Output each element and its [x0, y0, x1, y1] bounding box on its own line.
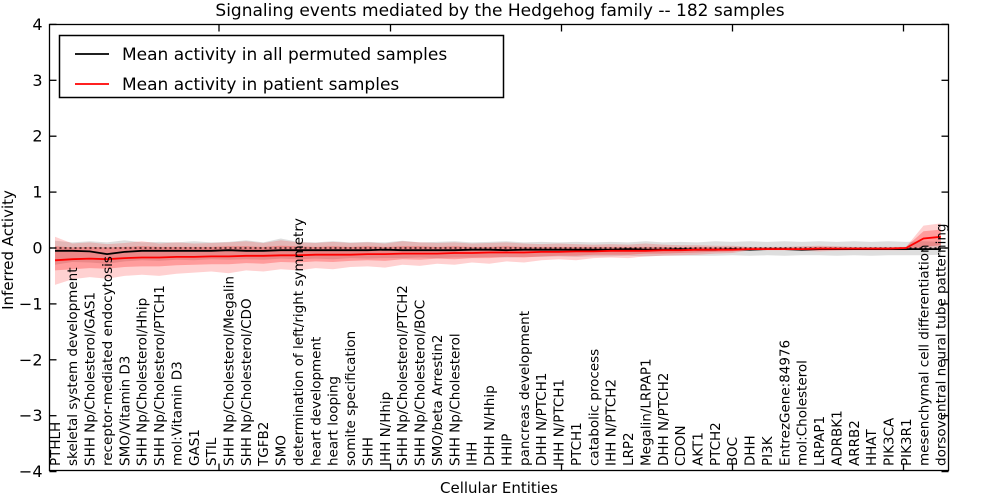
- category-label: IHH N/Hhip: [378, 392, 394, 466]
- category-label: DHH N/PTCH2: [656, 373, 672, 466]
- category-label: DHH: [743, 435, 759, 466]
- legend-permuted-label: Mean activity in all permuted samples: [122, 45, 447, 65]
- category-label: SHH Np/Cholesterol/GAS1: [83, 292, 99, 466]
- category-label: TGFB2: [256, 422, 272, 467]
- category-label: LRPAP1: [812, 416, 828, 466]
- y-tick-label: 3: [32, 71, 42, 90]
- category-label: LRP2: [621, 432, 637, 466]
- category-label: mol:Vitamin D3: [169, 361, 185, 466]
- category-label: SMO/beta Arrestin2: [430, 335, 446, 466]
- category-label: ARRB2: [847, 420, 863, 466]
- confidence-bands: [55, 223, 941, 285]
- category-label: PTHLH: [48, 422, 64, 466]
- category-label: DHH N/Hhip: [482, 385, 498, 466]
- y-tick-label: −4: [19, 462, 43, 481]
- category-label: SHH Np/Cholesterol/CDO: [239, 298, 255, 466]
- category-label: AKT1: [691, 432, 707, 466]
- category-label: PTCH2: [708, 422, 724, 466]
- mean-patient-line: [54, 235, 941, 262]
- category-label: SHH Np/Cholesterol/BOC: [413, 300, 429, 466]
- category-label: SHH: [361, 437, 377, 466]
- category-label: IHH N/PTCH1: [552, 379, 568, 466]
- category-label: SHH Np/Cholesterol: [447, 333, 463, 466]
- mean-lines: [49, 235, 949, 262]
- category-label: IHH N/PTCH2: [604, 379, 620, 466]
- category-label: determination of left/right symmetry: [291, 218, 307, 466]
- category-label: heart looping: [326, 376, 342, 466]
- category-label: SHH Np/Cholesterol/PTCH2: [395, 285, 411, 466]
- y-axis-label: Inferred Activity: [0, 190, 17, 310]
- category-label: GAS1: [187, 429, 203, 466]
- category-label: somite specification: [343, 331, 359, 466]
- category-label: mol:Cholesterol: [795, 360, 811, 466]
- y-tick-label: 1: [32, 183, 42, 202]
- category-label: ADRBK1: [830, 410, 846, 466]
- x-axis-label: Cellular Entities: [440, 479, 558, 497]
- category-label: heart development: [308, 337, 324, 466]
- category-label: STIL: [204, 437, 220, 466]
- category-label: PTCH1: [569, 422, 585, 466]
- legend-patient-label: Mean activity in patient samples: [122, 75, 399, 95]
- category-label: SMO: [274, 435, 290, 466]
- category-label: dorsoventral neural tube patterning: [934, 224, 950, 466]
- y-tick-label: −2: [19, 350, 43, 369]
- category-label: Megalin/LRPAP1: [638, 358, 654, 466]
- category-label: DHH N/PTCH1: [534, 373, 550, 466]
- category-label: skeletal system development: [65, 268, 81, 467]
- category-label: SHH Np/Cholesterol/Hhip: [135, 298, 151, 466]
- y-tick-label: −3: [19, 406, 43, 425]
- category-label: pancreas development: [517, 311, 533, 466]
- y-tick-label: −1: [19, 294, 43, 313]
- category-label: SHH Np/Cholesterol/Megalin: [222, 276, 238, 466]
- category-label: IHH: [465, 442, 481, 466]
- category-label: catabolic process: [586, 349, 602, 466]
- axes: 4 3 2 1 0 −1 −2 −3 −4: [19, 15, 950, 481]
- category-label: HHAT: [864, 429, 880, 466]
- legend: Mean activity in all permuted samples Me…: [58, 34, 505, 99]
- y-tick-label: 4: [32, 15, 42, 34]
- category-tick-labels: PTHLH skeletal system development SHH Np/C…: [48, 218, 950, 467]
- legend-box: [58, 34, 505, 99]
- category-label: PIK3R1: [899, 418, 915, 466]
- category-label: EntrezGene:84976: [777, 340, 793, 466]
- patient-activity-band-outer: [55, 223, 941, 285]
- category-label: PI3K: [760, 435, 776, 466]
- category-label: BOC: [725, 437, 741, 466]
- y-tick-label: 0: [32, 239, 42, 258]
- category-label: mesenchymal cell differentiation: [916, 244, 932, 466]
- category-label: SHH Np/Cholesterol/PTCH1: [152, 285, 168, 466]
- category-label: HHIP: [499, 434, 515, 466]
- category-label: CDON: [673, 425, 689, 466]
- y-tick-label: 2: [32, 127, 42, 146]
- category-label: receptor-mediated endocytosis: [100, 256, 116, 466]
- chart-title: Signaling events mediated by the Hedgeho…: [215, 1, 784, 21]
- category-label: SMO/Vitamin D3: [117, 356, 133, 466]
- category-label: PIK3CA: [882, 417, 898, 466]
